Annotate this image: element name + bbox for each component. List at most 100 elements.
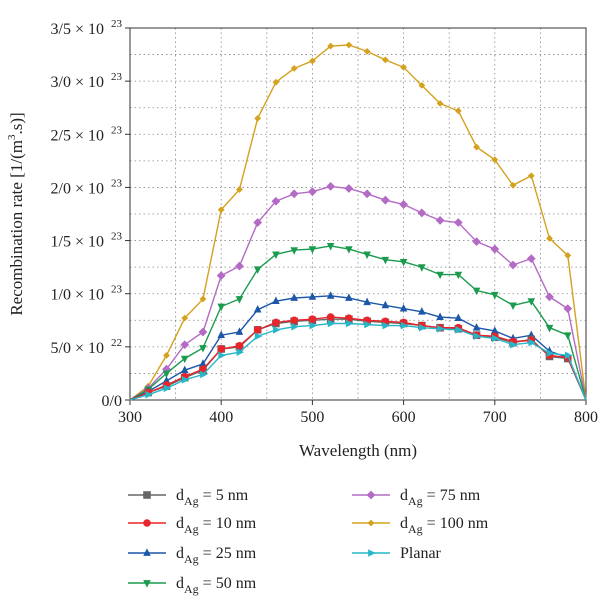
data-point xyxy=(454,313,463,322)
data-point xyxy=(272,296,280,305)
data-point xyxy=(217,206,225,214)
series-line xyxy=(129,318,587,401)
data-point xyxy=(418,307,426,315)
series-line xyxy=(129,185,587,401)
data-point xyxy=(236,186,243,193)
y-tick-label: 2/5 × 10 xyxy=(51,127,104,144)
data-point xyxy=(546,349,555,358)
legend-label: dAg = 50 nm xyxy=(176,575,257,596)
y-tick-exponent: 22 xyxy=(111,337,122,349)
data-point xyxy=(291,322,299,331)
data-point xyxy=(399,200,408,209)
data-point xyxy=(473,332,482,341)
data-point xyxy=(436,271,444,280)
legend: dAg = 5 nm dAg = 10 nm dAg = 25 nm dAg = 50… xyxy=(128,487,489,596)
data-point xyxy=(163,351,170,359)
data-point xyxy=(236,348,245,356)
data-point xyxy=(253,326,262,334)
data-point xyxy=(145,390,153,399)
data-point xyxy=(235,261,244,271)
data-point xyxy=(326,313,335,321)
data-point xyxy=(254,114,262,122)
data-point xyxy=(199,345,207,353)
data-point xyxy=(217,330,225,339)
data-point xyxy=(491,156,499,164)
data-point xyxy=(345,246,353,254)
data-point xyxy=(344,184,354,193)
data-point xyxy=(272,78,280,86)
legend-label: dAg = 100 nm xyxy=(400,515,489,536)
data-point xyxy=(417,208,427,218)
series-line xyxy=(129,322,587,401)
data-point xyxy=(363,297,371,306)
data-point xyxy=(199,295,207,303)
data-point xyxy=(381,56,389,64)
series-7 xyxy=(129,319,587,401)
data-point xyxy=(363,47,371,55)
data-point xyxy=(526,254,536,264)
axis-ticks: 300 400 500 600 700 800 0/0 5/0 × 10 22 1/0 × 10 2… xyxy=(51,18,598,426)
x-tick-label: 500 xyxy=(300,409,324,426)
data-point xyxy=(455,326,463,334)
legend-item: dAg = 50 nm xyxy=(128,575,257,596)
data-point xyxy=(362,189,372,199)
data-point xyxy=(289,189,299,199)
y-tick-exponent: 23 xyxy=(111,177,123,189)
data-point xyxy=(253,305,262,313)
data-point xyxy=(326,291,335,299)
legend-item: Planar xyxy=(352,545,442,562)
data-point xyxy=(400,63,407,71)
legend-marker xyxy=(143,548,151,556)
legend-label: dAg = 5 nm xyxy=(176,487,249,508)
series-layer xyxy=(129,41,587,401)
data-point xyxy=(290,64,298,72)
data-point xyxy=(253,218,263,227)
data-point xyxy=(381,300,390,309)
data-point xyxy=(491,291,499,300)
data-point xyxy=(418,81,426,89)
data-point xyxy=(490,244,500,254)
data-point xyxy=(472,237,481,247)
series-4 xyxy=(129,243,587,401)
data-point xyxy=(491,334,500,343)
data-point xyxy=(181,376,190,384)
data-point xyxy=(380,195,390,205)
x-tick-label: 400 xyxy=(209,409,233,426)
data-point xyxy=(528,338,536,347)
data-point xyxy=(436,100,444,107)
legend-marker xyxy=(143,519,151,527)
data-point xyxy=(163,384,172,393)
data-point xyxy=(491,326,499,334)
data-point xyxy=(436,312,444,320)
data-point xyxy=(327,42,335,50)
y-tick-exponent: 23 xyxy=(111,71,123,83)
data-point xyxy=(472,323,481,331)
data-point xyxy=(181,314,189,322)
data-point xyxy=(162,370,171,379)
y-axis-title: Recombination rate [1/(m3.s)] xyxy=(6,112,26,315)
data-point xyxy=(180,355,189,364)
data-point xyxy=(363,251,371,259)
data-point xyxy=(271,196,281,206)
data-point xyxy=(290,293,298,301)
legend-marker xyxy=(366,490,376,500)
legend-marker xyxy=(143,491,151,499)
y-tick-exponent: 23 xyxy=(111,124,123,136)
data-point xyxy=(198,327,208,337)
data-point xyxy=(472,287,481,296)
data-point xyxy=(345,41,353,49)
data-point xyxy=(564,252,572,259)
series-5 xyxy=(129,181,587,401)
data-point xyxy=(272,251,280,259)
series-6 xyxy=(129,41,587,401)
data-point xyxy=(308,187,317,197)
plot-frame xyxy=(129,27,587,401)
data-point xyxy=(290,247,298,255)
data-point xyxy=(564,351,573,360)
data-point xyxy=(308,246,317,254)
data-point xyxy=(327,319,336,328)
data-point xyxy=(309,321,317,330)
data-point xyxy=(563,304,573,313)
data-point xyxy=(273,326,281,334)
data-point xyxy=(326,243,335,251)
